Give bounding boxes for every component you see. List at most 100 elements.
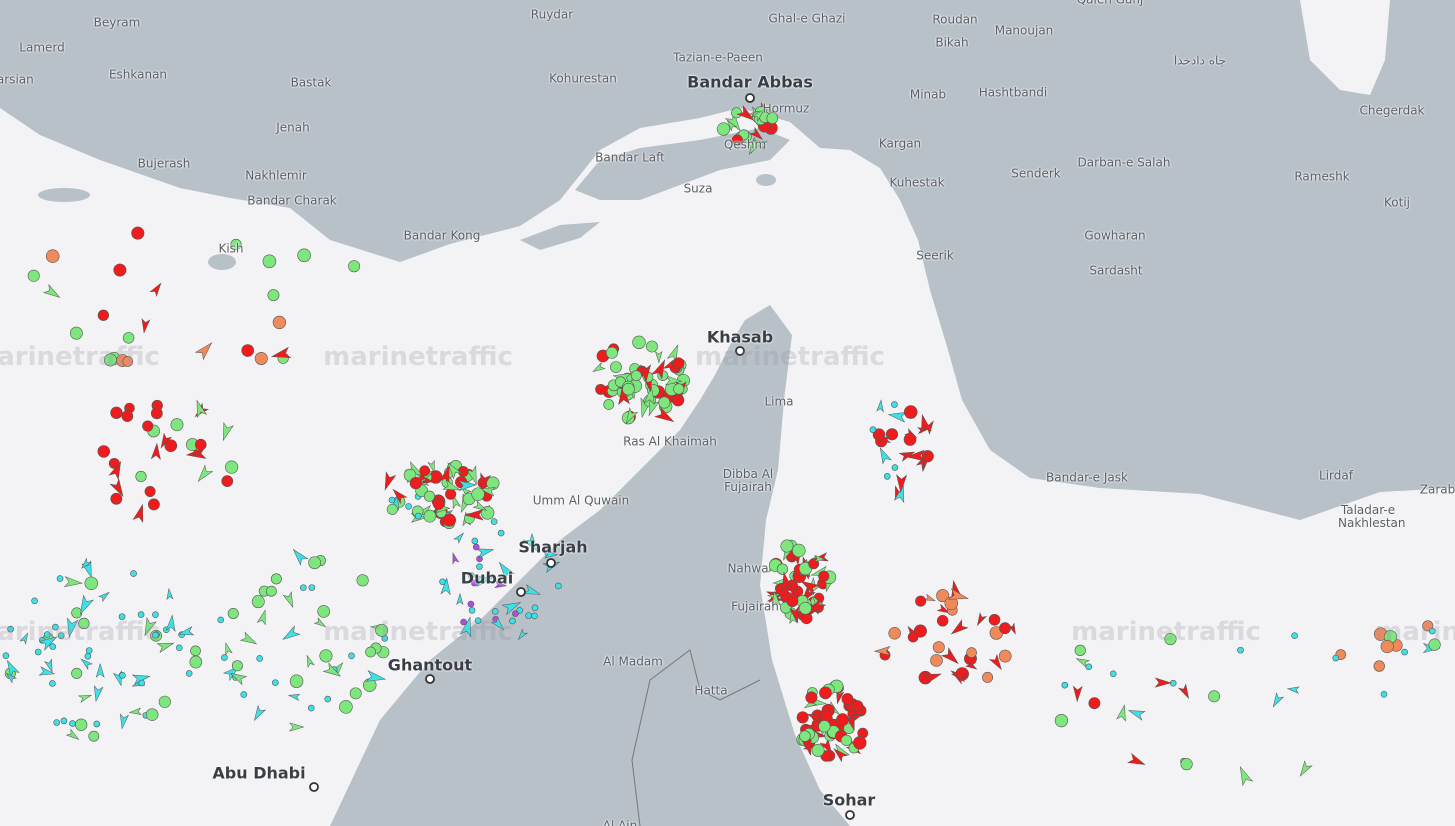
vessel-marker[interactable]: [7, 625, 14, 633]
vessel-marker[interactable]: [922, 419, 936, 435]
vessel-marker[interactable]: [891, 401, 898, 408]
vessel-marker[interactable]: [673, 383, 685, 395]
vessel-marker[interactable]: [433, 498, 445, 510]
vessel-marker[interactable]: [122, 356, 134, 367]
vessel-marker[interactable]: [150, 442, 161, 460]
vessel-marker[interactable]: [262, 254, 277, 269]
vessel-marker[interactable]: [662, 359, 677, 371]
vessel-marker[interactable]: [950, 670, 968, 683]
vessel-marker[interactable]: [877, 435, 892, 445]
vessel-marker[interactable]: [365, 670, 387, 685]
vessel-marker[interactable]: [148, 498, 160, 511]
vessel-marker[interactable]: [836, 713, 849, 727]
vessel-marker[interactable]: [158, 695, 171, 708]
vessel-marker[interactable]: [164, 439, 178, 453]
vessel-marker[interactable]: [770, 590, 782, 608]
vessel-marker[interactable]: [883, 473, 891, 480]
vessel-marker[interactable]: [97, 309, 109, 321]
port-marker[interactable]: [516, 587, 526, 597]
vessel-marker[interactable]: [34, 648, 42, 656]
vessel-marker[interactable]: [92, 684, 104, 703]
vessel-marker[interactable]: [672, 357, 685, 370]
vessel-marker[interactable]: [230, 238, 242, 251]
vessel-marker[interactable]: [853, 736, 867, 750]
vessel-marker[interactable]: [905, 449, 926, 462]
vessel-marker[interactable]: [319, 649, 333, 663]
vessel-marker[interactable]: [896, 474, 908, 494]
vessel-marker[interactable]: [138, 679, 145, 687]
vessel-marker[interactable]: [725, 119, 738, 132]
vessel-marker[interactable]: [930, 654, 943, 667]
vessel-marker[interactable]: [888, 627, 901, 640]
vessel-marker[interactable]: [380, 471, 397, 492]
vessel-marker[interactable]: [988, 613, 1001, 626]
vessel-marker[interactable]: [1208, 690, 1221, 703]
vessel-marker[interactable]: [78, 617, 90, 630]
vessel-marker[interactable]: [288, 722, 305, 732]
vessel-marker[interactable]: [251, 704, 267, 723]
vessel-marker[interactable]: [288, 692, 301, 701]
vessel-marker[interactable]: [135, 470, 147, 483]
vessel-marker[interactable]: [3, 658, 20, 678]
vessel-marker[interactable]: [280, 625, 301, 643]
vessel-marker[interactable]: [622, 407, 639, 426]
vessel-marker[interactable]: [831, 746, 849, 763]
vessel-marker[interactable]: [308, 556, 322, 570]
vessel-marker[interactable]: [456, 592, 464, 605]
vessel-marker[interactable]: [64, 617, 79, 638]
vessel-marker[interactable]: [1127, 706, 1146, 721]
vessel-marker[interactable]: [1074, 644, 1086, 656]
vessel-marker[interactable]: [595, 383, 607, 395]
vessel-marker[interactable]: [449, 494, 462, 510]
vessel-marker[interactable]: [1072, 685, 1083, 703]
vessel-marker[interactable]: [1127, 753, 1147, 769]
vessel-marker[interactable]: [1169, 679, 1177, 687]
vessel-marker[interactable]: [1270, 692, 1285, 709]
vessel-marker[interactable]: [194, 438, 207, 451]
vessel-marker[interactable]: [240, 691, 248, 698]
vessel-marker[interactable]: [936, 615, 949, 627]
vessel-marker[interactable]: [964, 660, 978, 672]
vessel-marker[interactable]: [811, 743, 825, 757]
vessel-marker[interactable]: [876, 399, 885, 413]
vessel-marker[interactable]: [349, 687, 362, 700]
vessel-marker[interactable]: [95, 662, 105, 679]
vessel-marker[interactable]: [799, 601, 812, 615]
vessel-marker[interactable]: [818, 570, 830, 582]
vessel-marker[interactable]: [603, 399, 615, 410]
vessel-marker[interactable]: [915, 595, 927, 607]
vessel-marker[interactable]: [225, 460, 239, 474]
port-marker[interactable]: [425, 674, 435, 684]
vessel-marker[interactable]: [786, 595, 799, 608]
vessel-marker[interactable]: [137, 611, 145, 618]
vessel-marker[interactable]: [109, 478, 127, 499]
vessel-marker[interactable]: [131, 226, 145, 240]
vessel-marker[interactable]: [788, 610, 798, 625]
vessel-marker[interactable]: [270, 573, 282, 585]
vessel-marker[interactable]: [145, 708, 159, 721]
vessel-marker[interactable]: [494, 580, 508, 589]
vessel-marker[interactable]: [966, 647, 977, 658]
vessel-marker[interactable]: [231, 660, 243, 672]
vessel-marker[interactable]: [476, 545, 495, 559]
vessel-marker[interactable]: [31, 597, 38, 605]
vessel-marker[interactable]: [79, 557, 92, 570]
vessel-marker[interactable]: [840, 734, 853, 747]
vessel-marker[interactable]: [290, 546, 309, 566]
vessel-marker[interactable]: [1286, 686, 1300, 694]
vessel-marker[interactable]: [459, 616, 475, 638]
vessel-marker[interactable]: [419, 465, 431, 477]
vessel-marker[interactable]: [471, 487, 485, 501]
vessel-marker[interactable]: [1291, 632, 1298, 639]
vessel-marker[interactable]: [796, 711, 809, 724]
vessel-marker[interactable]: [490, 616, 506, 633]
vessel-marker[interactable]: [307, 704, 315, 712]
vessel-marker[interactable]: [42, 284, 63, 302]
vessel-marker[interactable]: [1428, 627, 1436, 635]
vessel-marker[interactable]: [1332, 654, 1340, 662]
vessel-marker[interactable]: [1164, 632, 1177, 646]
vessel-marker[interactable]: [1401, 648, 1408, 656]
vessel-marker[interactable]: [19, 632, 30, 645]
vessel-marker[interactable]: [745, 136, 764, 157]
